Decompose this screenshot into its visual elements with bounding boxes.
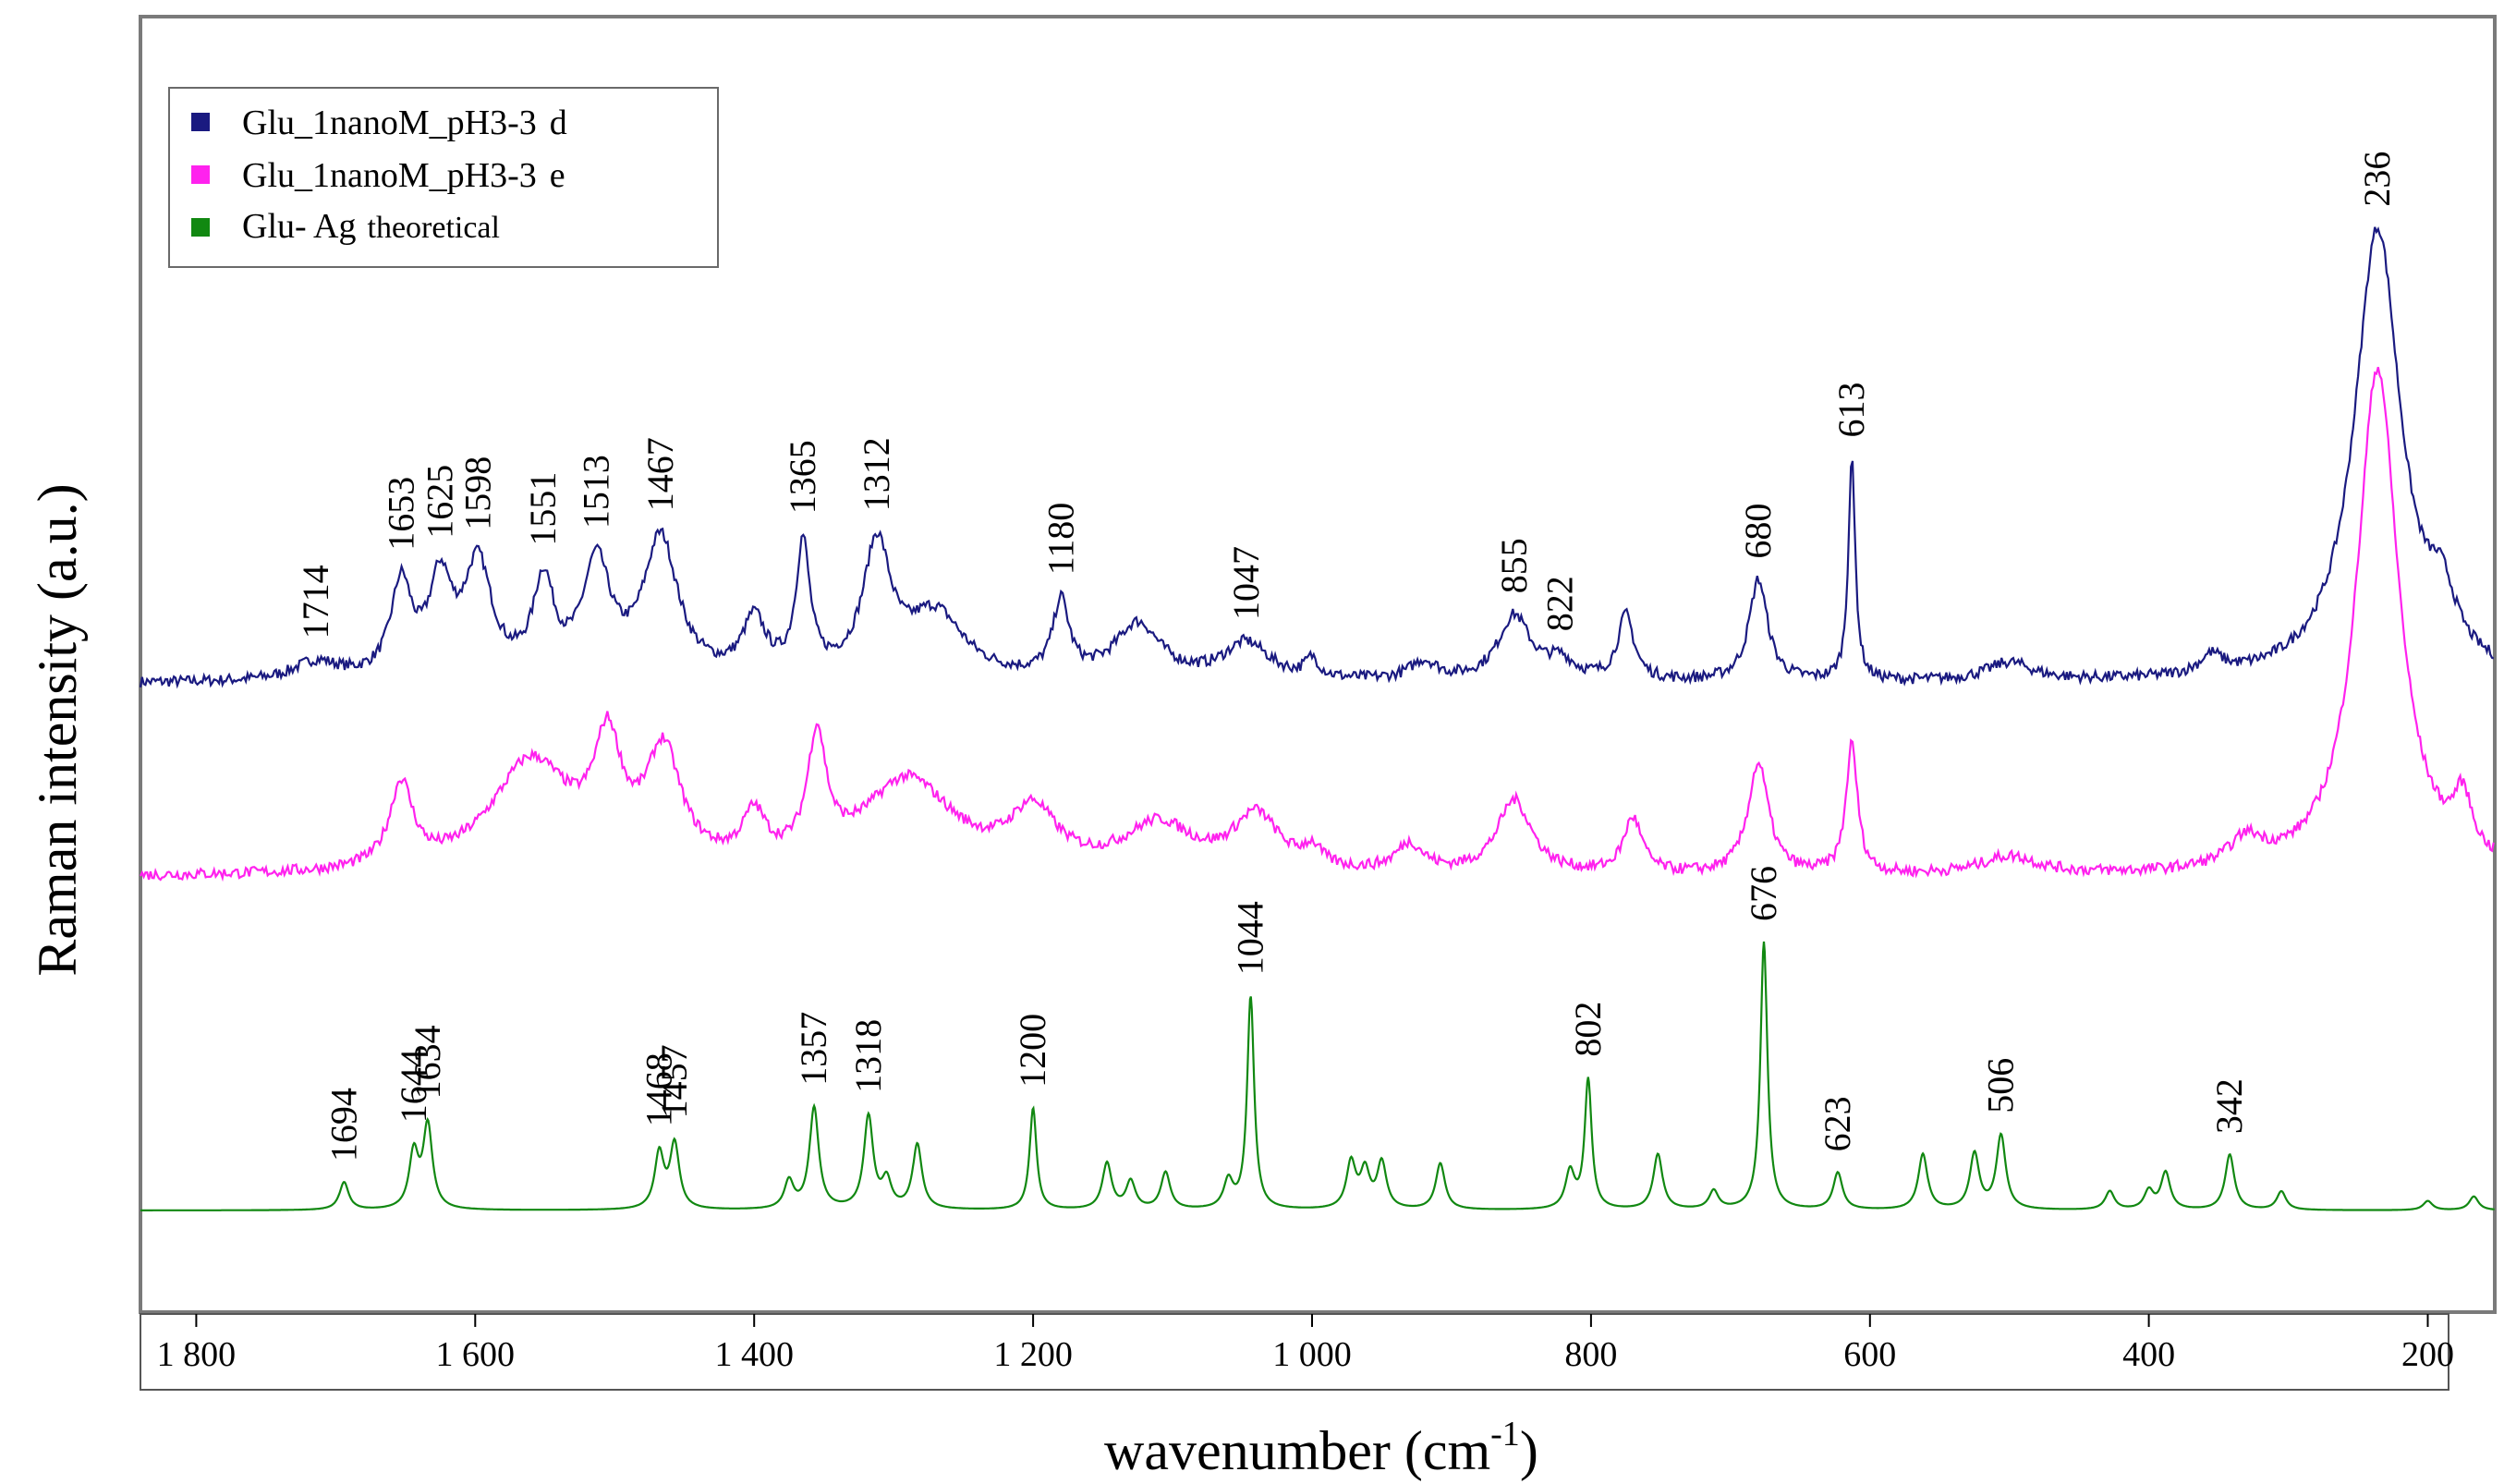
x-tick-label-5: 800 [1564,1335,1617,1374]
peak-label-s0-1: 1653 [380,477,421,551]
peak-label-s2-9: 802 [1567,1002,1609,1057]
legend-box [168,87,719,268]
peak-label-s0-5: 1513 [576,455,617,529]
peak-label-s2-13: 342 [2208,1078,2250,1134]
peak-label-s2-10: 676 [1743,866,1784,921]
series-line-0 [139,226,2495,689]
x-tick-label-3: 1 200 [993,1335,1073,1374]
spectra-group [139,226,2495,1211]
peak-label-s0-10: 1047 [1225,546,1267,620]
peak-label-s2-12: 506 [1980,1058,2022,1113]
peak-label-s2-4: 1457 [653,1044,695,1118]
x-axis-band [140,1313,2449,1391]
x-tick-label-6: 600 [1843,1335,1896,1374]
legend-swatch-theoretical [191,218,210,237]
peak-label-s2-0: 1694 [322,1088,364,1162]
peak-label-s2-7: 1200 [1012,1014,1053,1088]
legend-label-theoretical: Glu- Ag theoretical [242,207,500,246]
peak-label-s0-9: 1180 [1039,503,1081,576]
peak-label-s0-13: 680 [1737,504,1779,559]
peak-label-s0-8: 1312 [856,437,897,511]
peak-label-s0-4: 1551 [522,472,564,546]
peak-label-s0-14: 613 [1830,383,1872,438]
peak-label-s0-11: 855 [1493,538,1535,593]
peak-label-s2-2: 1634 [407,1025,448,1099]
peak-label-s2-1: 1644 [393,1049,434,1123]
peak-label-s0-3: 1598 [456,456,498,530]
x-tick-label-7: 400 [2122,1335,2175,1374]
peak-label-s0-12: 822 [1539,576,1581,631]
x-tick-label-2: 1 400 [714,1335,794,1374]
peak-label-s0-6: 1467 [639,437,681,511]
peak-label-s2-5: 1357 [793,1012,834,1086]
x-tick-label-8: 200 [2401,1335,2454,1374]
peak-label-s2-3: 1468 [638,1052,680,1126]
series-line-1 [140,367,2495,882]
x-ticks-group: 1 800 1 600 1 400 1 200 1 000 800 600 400 200 [157,1314,2454,1374]
x-tick-label-4: 1 000 [1272,1335,1352,1374]
legend-swatch-e [191,165,210,184]
peak-label-s0-15: 236 [2356,152,2398,207]
x-tick-label-1: 1 600 [436,1335,516,1374]
legend-swatch-d [191,113,210,131]
peak-label-s2-8: 1044 [1230,901,1271,975]
peak-label-s0-7: 1365 [782,440,823,514]
legend-label-d: Glu_1nanoM_pH3-3 d [242,103,567,142]
x-axis-title: wavenumber (cm-1) [1104,1415,1538,1481]
legend: Glu_1nanoM_pH3-3 d Glu_1nanoM_pH3-3 e Glu-… [168,87,719,268]
legend-label-e: Glu_1nanoM_pH3-3 e [242,156,565,195]
peak-label-s2-11: 623 [1817,1096,1858,1151]
peak-label-s0-0: 1714 [295,565,336,639]
peak-label-s0-2: 1625 [419,465,461,539]
peak-label-s2-6: 1318 [847,1019,889,1093]
series-line-2 [140,941,2495,1211]
y-axis-title: Raman intensity (a.u.) [27,483,88,976]
x-tick-label-0: 1 800 [157,1335,237,1374]
